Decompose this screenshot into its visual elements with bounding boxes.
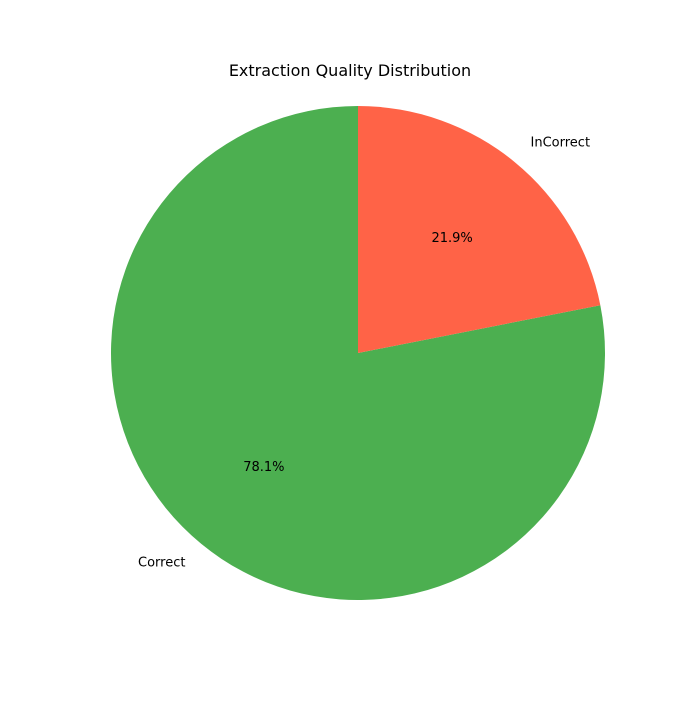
pie-category-label-incorrect: InCorrect bbox=[531, 136, 591, 151]
pie-pct-label-correct: 78.1% bbox=[243, 460, 284, 475]
pie-category-label-correct: Correct bbox=[138, 555, 185, 570]
pie-slice-correct bbox=[111, 106, 606, 600]
chart-title: Extraction Quality Distribution bbox=[228, 61, 472, 80]
pie-pct-label-incorrect: 21.9% bbox=[431, 231, 472, 246]
pie-slice-incorrect bbox=[358, 106, 601, 353]
